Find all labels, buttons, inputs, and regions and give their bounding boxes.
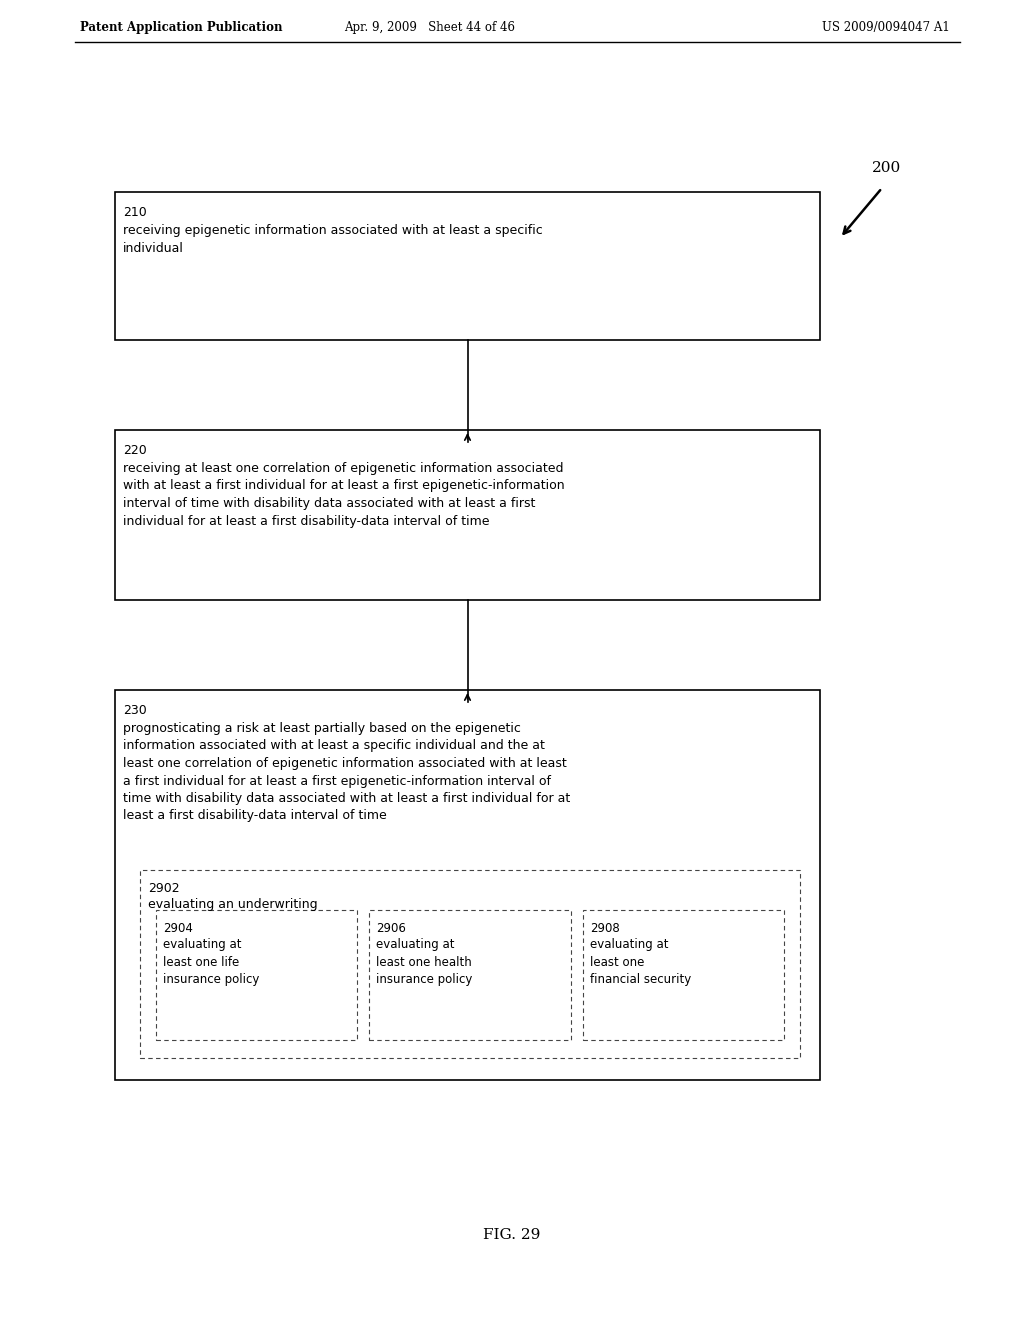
Bar [115,430,820,601]
Text: evaluating at
least one life
insurance policy: evaluating at least one life insurance p… [163,939,259,986]
Text: 2904: 2904 [163,921,193,935]
Text: 2906: 2906 [377,921,407,935]
Bar [370,909,570,1040]
Text: 200: 200 [872,161,901,176]
Text: 2908: 2908 [590,921,620,935]
Text: FIG. 29: FIG. 29 [483,1228,541,1242]
Text: Patent Application Publication: Patent Application Publication [80,21,283,34]
Text: evaluating an underwriting: evaluating an underwriting [148,898,317,911]
Text: prognosticating a risk at least partially based on the epigenetic
information as: prognosticating a risk at least partiall… [123,722,570,822]
Bar [156,909,357,1040]
Text: evaluating at
least one
financial security: evaluating at least one financial securi… [590,939,691,986]
Text: 210: 210 [123,206,146,219]
Text: US 2009/0094047 A1: US 2009/0094047 A1 [822,21,950,34]
Text: receiving epigenetic information associated with at least a specific
individual: receiving epigenetic information associa… [123,224,543,255]
Bar [115,191,820,341]
Text: 220: 220 [123,444,146,457]
Text: evaluating at
least one health
insurance policy: evaluating at least one health insurance… [377,939,473,986]
Text: 230: 230 [123,704,146,717]
Text: Apr. 9, 2009   Sheet 44 of 46: Apr. 9, 2009 Sheet 44 of 46 [344,21,515,34]
Text: receiving at least one correlation of epigenetic information associated
with at : receiving at least one correlation of ep… [123,462,564,528]
Text: 2902: 2902 [148,882,179,895]
Bar [140,870,800,1059]
Bar [115,690,820,1080]
Bar [583,909,784,1040]
